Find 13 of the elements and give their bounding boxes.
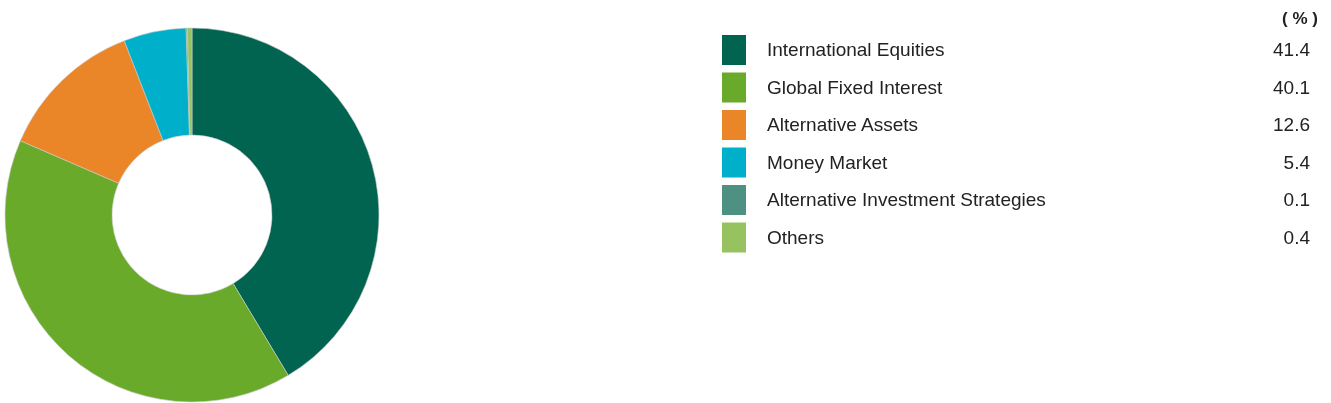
legend-title: ( % ) [1282,9,1318,28]
data-label: 0.1 [1283,189,1310,210]
legend-label: Money Market [767,151,889,173]
data-label: 12.6 [1273,114,1310,135]
legend-label: International Equities [767,39,945,60]
data-label: 40.1 [1273,76,1310,98]
legend-label: Others [767,226,825,248]
legend-label: Global Fixed Interest [767,76,944,98]
data-label: 0.4 [1283,226,1311,248]
data-label: 41.4 [1273,39,1311,60]
legend-label: Alternative Assets [767,114,919,135]
data-label: 5.4 [1283,151,1311,173]
legend-label: Alternative Investment Strategies [767,189,1046,210]
